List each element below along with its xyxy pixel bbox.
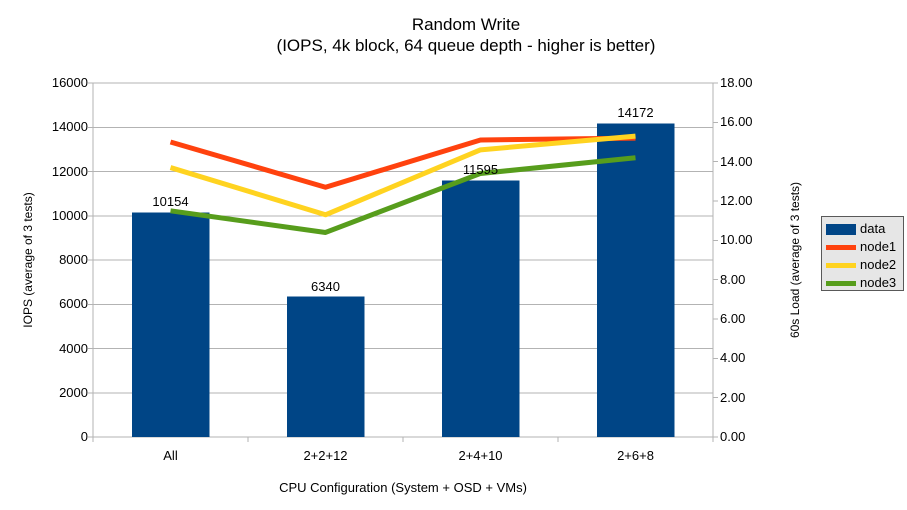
line-series-node2: [169, 133, 636, 218]
legend-label: node3: [860, 275, 897, 290]
legend-item-data: data: [826, 220, 903, 238]
x-axis-title: CPU Configuration (System + OSD + VMs): [279, 480, 527, 495]
legend-item-node3: node3: [826, 274, 903, 292]
legend-item-node2: node2: [826, 256, 903, 274]
legend-label: data: [860, 221, 886, 236]
legend: data node1 node2 node3: [821, 216, 904, 291]
bar-2+2+12: [286, 296, 365, 437]
bar-2+6+8: [596, 123, 675, 437]
legend-swatch-node1: [826, 244, 856, 250]
chart-subtitle: (IOPS, 4k block, 64 queue depth - higher…: [276, 36, 656, 55]
bar-All: [131, 212, 210, 437]
y-axis-right-title: 60s Load (average of 3 tests): [788, 181, 802, 339]
legend-label: node1: [860, 239, 897, 254]
line-series-node3: [170, 155, 636, 235]
legend-swatch-node3: [826, 280, 856, 286]
line-series-node1: [169, 135, 636, 190]
chart-title: Random Write: [411, 15, 521, 34]
y-axis-left-title: IOPS (average of 3 tests): [21, 192, 35, 328]
legend-label: node2: [860, 257, 897, 272]
bar-2+4+10: [441, 180, 520, 437]
legend-swatch-node2: [826, 262, 856, 268]
legend-swatch-data: [826, 223, 856, 235]
legend-item-node1: node1: [826, 238, 903, 256]
title-block: Random Write (IOPS, 4k block, 64 queue d…: [25, 14, 907, 56]
